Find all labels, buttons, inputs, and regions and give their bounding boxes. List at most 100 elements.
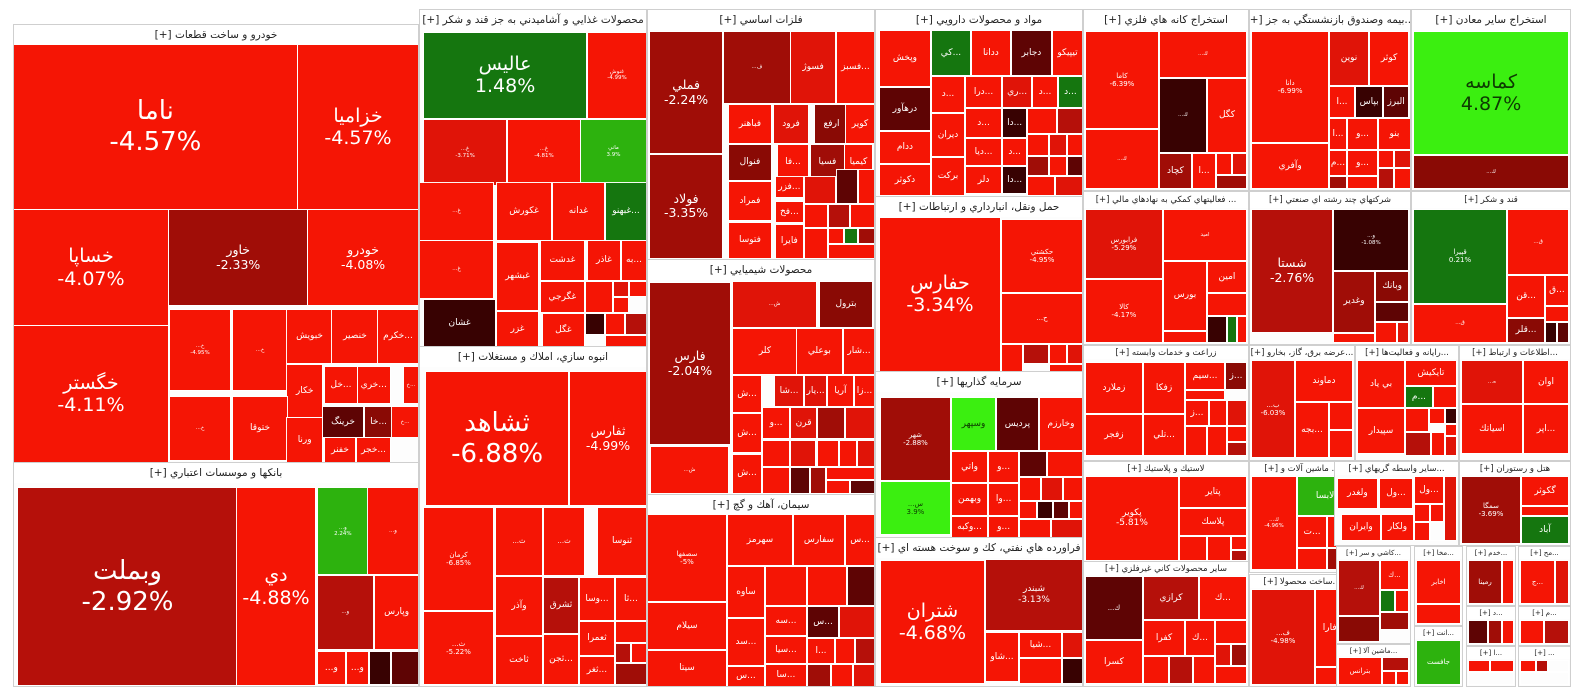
stock-tile[interactable]: گكوثر	[1522, 477, 1568, 506]
stock-tile[interactable]: زفجر	[1085, 414, 1142, 455]
stock-tile[interactable]: واتي	[952, 452, 988, 482]
stock-tile[interactable]: وغدير	[1334, 271, 1374, 332]
stock-tile[interactable]: و...	[317, 575, 373, 649]
stock-tile[interactable]: س... 3.9%	[880, 481, 950, 534]
stock-tile-small[interactable]	[1338, 616, 1379, 641]
stock-tile[interactable]: عاليس 1.48%	[424, 32, 587, 118]
stock-tile[interactable]: سهرمز	[728, 515, 792, 565]
stock-tile[interactable]: ...ت	[1298, 517, 1327, 547]
stock-tile[interactable]: ارفع	[815, 104, 848, 143]
stock-tile-small[interactable]	[1186, 391, 1225, 399]
stock-tile[interactable]: ...يار	[805, 375, 827, 407]
stock-tile[interactable]: سصفها -5%	[648, 515, 726, 601]
stock-tile[interactable]: كگل	[1207, 78, 1247, 152]
stock-tile[interactable]: ...د	[1058, 76, 1082, 107]
stock-tile[interactable]: شهر -2.88%	[880, 397, 950, 481]
stock-tile[interactable]: ...ا	[1193, 154, 1216, 189]
stock-tile[interactable]: كوثر	[1370, 32, 1409, 86]
stock-tile[interactable]: قپيرا 0.21%	[1414, 210, 1506, 303]
stock-tile[interactable]: سفارس	[793, 515, 844, 565]
stock-tile[interactable]: بنو	[1378, 118, 1410, 150]
stock-tile-small[interactable]	[1398, 323, 1409, 342]
stock-tile[interactable]: كرازي	[1144, 576, 1198, 619]
stock-tile[interactable]: ك...	[1085, 576, 1142, 640]
stock-tile[interactable]: ...م	[1330, 150, 1346, 175]
sector-title[interactable]: ...رايانه و فعاليت‌ها [+]	[1356, 346, 1458, 360]
stock-tile-small[interactable]	[791, 441, 815, 466]
stock-tile[interactable]: بوعلي	[796, 329, 842, 374]
stock-tile[interactable]: ه...	[1461, 361, 1522, 404]
stock-tile-small[interactable]	[1329, 431, 1353, 457]
stock-tile[interactable]: ثاخت	[495, 636, 543, 684]
stock-tile-small[interactable]	[613, 297, 628, 312]
stock-tile[interactable]: كفرا	[1144, 620, 1185, 655]
stock-tile-small[interactable]	[1227, 426, 1247, 441]
stock-tile-small[interactable]	[1019, 452, 1046, 476]
stock-tile-small[interactable]	[1414, 505, 1429, 522]
stock-tile[interactable]: بپاس	[1356, 86, 1383, 118]
stock-tile[interactable]: ...شا	[775, 375, 804, 407]
stock-tile[interactable]: سيتا	[648, 650, 726, 686]
stock-tile[interactable]: خودرو -4.08%	[308, 210, 418, 305]
stock-tile-small[interactable]	[1491, 660, 1513, 671]
stock-tile-small[interactable]	[1334, 333, 1374, 342]
stock-tile-small[interactable]	[1050, 345, 1067, 363]
stock-tile-small[interactable]	[1329, 403, 1353, 429]
stock-tile-small[interactable]	[836, 170, 857, 203]
stock-tile-small[interactable]	[1169, 657, 1192, 683]
stock-tile-small[interactable]	[1381, 591, 1394, 611]
stock-tile[interactable]: و... -1.08%	[1334, 210, 1409, 270]
stock-tile-small[interactable]	[1557, 323, 1568, 342]
stock-tile[interactable]: خاور -2.33%	[169, 210, 308, 305]
stock-tile[interactable]: ...سا	[765, 664, 806, 686]
stock-tile[interactable]: دلر	[966, 166, 1002, 193]
stock-tile[interactable]: ...و	[989, 516, 1019, 538]
stock-tile-small[interactable]	[836, 638, 855, 663]
stock-tile-small[interactable]	[1227, 443, 1247, 456]
stock-tile-small[interactable]	[805, 228, 827, 258]
stock-tile-small[interactable]	[1164, 331, 1206, 342]
stock-tile-small[interactable]	[848, 566, 874, 605]
stock-tile-small[interactable]	[817, 408, 844, 439]
stock-tile[interactable]: ...س	[808, 606, 839, 637]
stock-tile[interactable]: خكار	[287, 365, 323, 418]
stock-tile[interactable]: ك...	[1414, 156, 1569, 189]
stock-tile[interactable]: ...قن	[1508, 276, 1545, 318]
stock-tile-small[interactable]	[1216, 645, 1230, 665]
stock-tile-small[interactable]	[1064, 477, 1082, 501]
sector-title[interactable]: محصولات غذايي و آشاميدني به جز قند و شكر…	[420, 10, 646, 31]
stock-tile[interactable]: فنوال	[728, 145, 771, 180]
stock-tile-small[interactable]	[1063, 658, 1082, 684]
stock-tile-small[interactable]	[859, 170, 874, 203]
stock-tile[interactable]: ...ول	[1380, 478, 1412, 508]
stock-tile[interactable]: ...فسبز	[836, 32, 874, 104]
stock-tile-small[interactable]	[1067, 156, 1082, 175]
stock-tile[interactable]: البرز	[1384, 86, 1409, 118]
stock-tile-small[interactable]	[763, 467, 790, 493]
sector-title[interactable]: حمل ونقل، انبارداري و ارتباطات [+]	[876, 197, 1082, 218]
stock-tile[interactable]: ...س	[845, 515, 874, 565]
stock-tile[interactable]: ...ا	[1330, 118, 1346, 150]
stock-tile[interactable]: ماني 3.9%	[580, 120, 646, 184]
sector-title[interactable]: فلزات اساسي [+]	[648, 10, 874, 31]
stock-tile-small[interactable]	[1231, 551, 1246, 560]
stock-tile[interactable]: ...وا	[989, 483, 1019, 515]
stock-tile[interactable]: ...فخ	[775, 202, 803, 223]
sector-title[interactable]: محصولات شيميايي [+]	[648, 260, 874, 281]
stock-tile-small[interactable]	[1053, 501, 1068, 518]
stock-tile[interactable]: ...ول	[1414, 477, 1443, 503]
stock-tile[interactable]: قرن	[791, 408, 817, 439]
stock-tile[interactable]: ...ج	[1520, 560, 1554, 603]
stock-tile-small[interactable]	[845, 408, 874, 439]
stock-tile[interactable]: ناما -4.57%	[14, 45, 297, 209]
stock-tile[interactable]: ...سيا	[765, 636, 806, 663]
stock-tile[interactable]: فباهنر	[728, 104, 771, 143]
stock-tile[interactable]: كچاد	[1159, 154, 1191, 189]
stock-tile[interactable]: شستا -2.76%	[1252, 210, 1333, 332]
stock-tile[interactable]: ...ش	[732, 454, 761, 493]
stock-tile-small[interactable]	[810, 467, 825, 493]
stock-tile[interactable]: ثعمرا	[580, 621, 614, 655]
stock-tile[interactable]: سمگا -3.69%	[1461, 477, 1520, 544]
stock-tile[interactable]: وپخش	[879, 31, 930, 86]
sector-title[interactable]: مواد و محصولات دارويي [+]	[876, 10, 1082, 31]
